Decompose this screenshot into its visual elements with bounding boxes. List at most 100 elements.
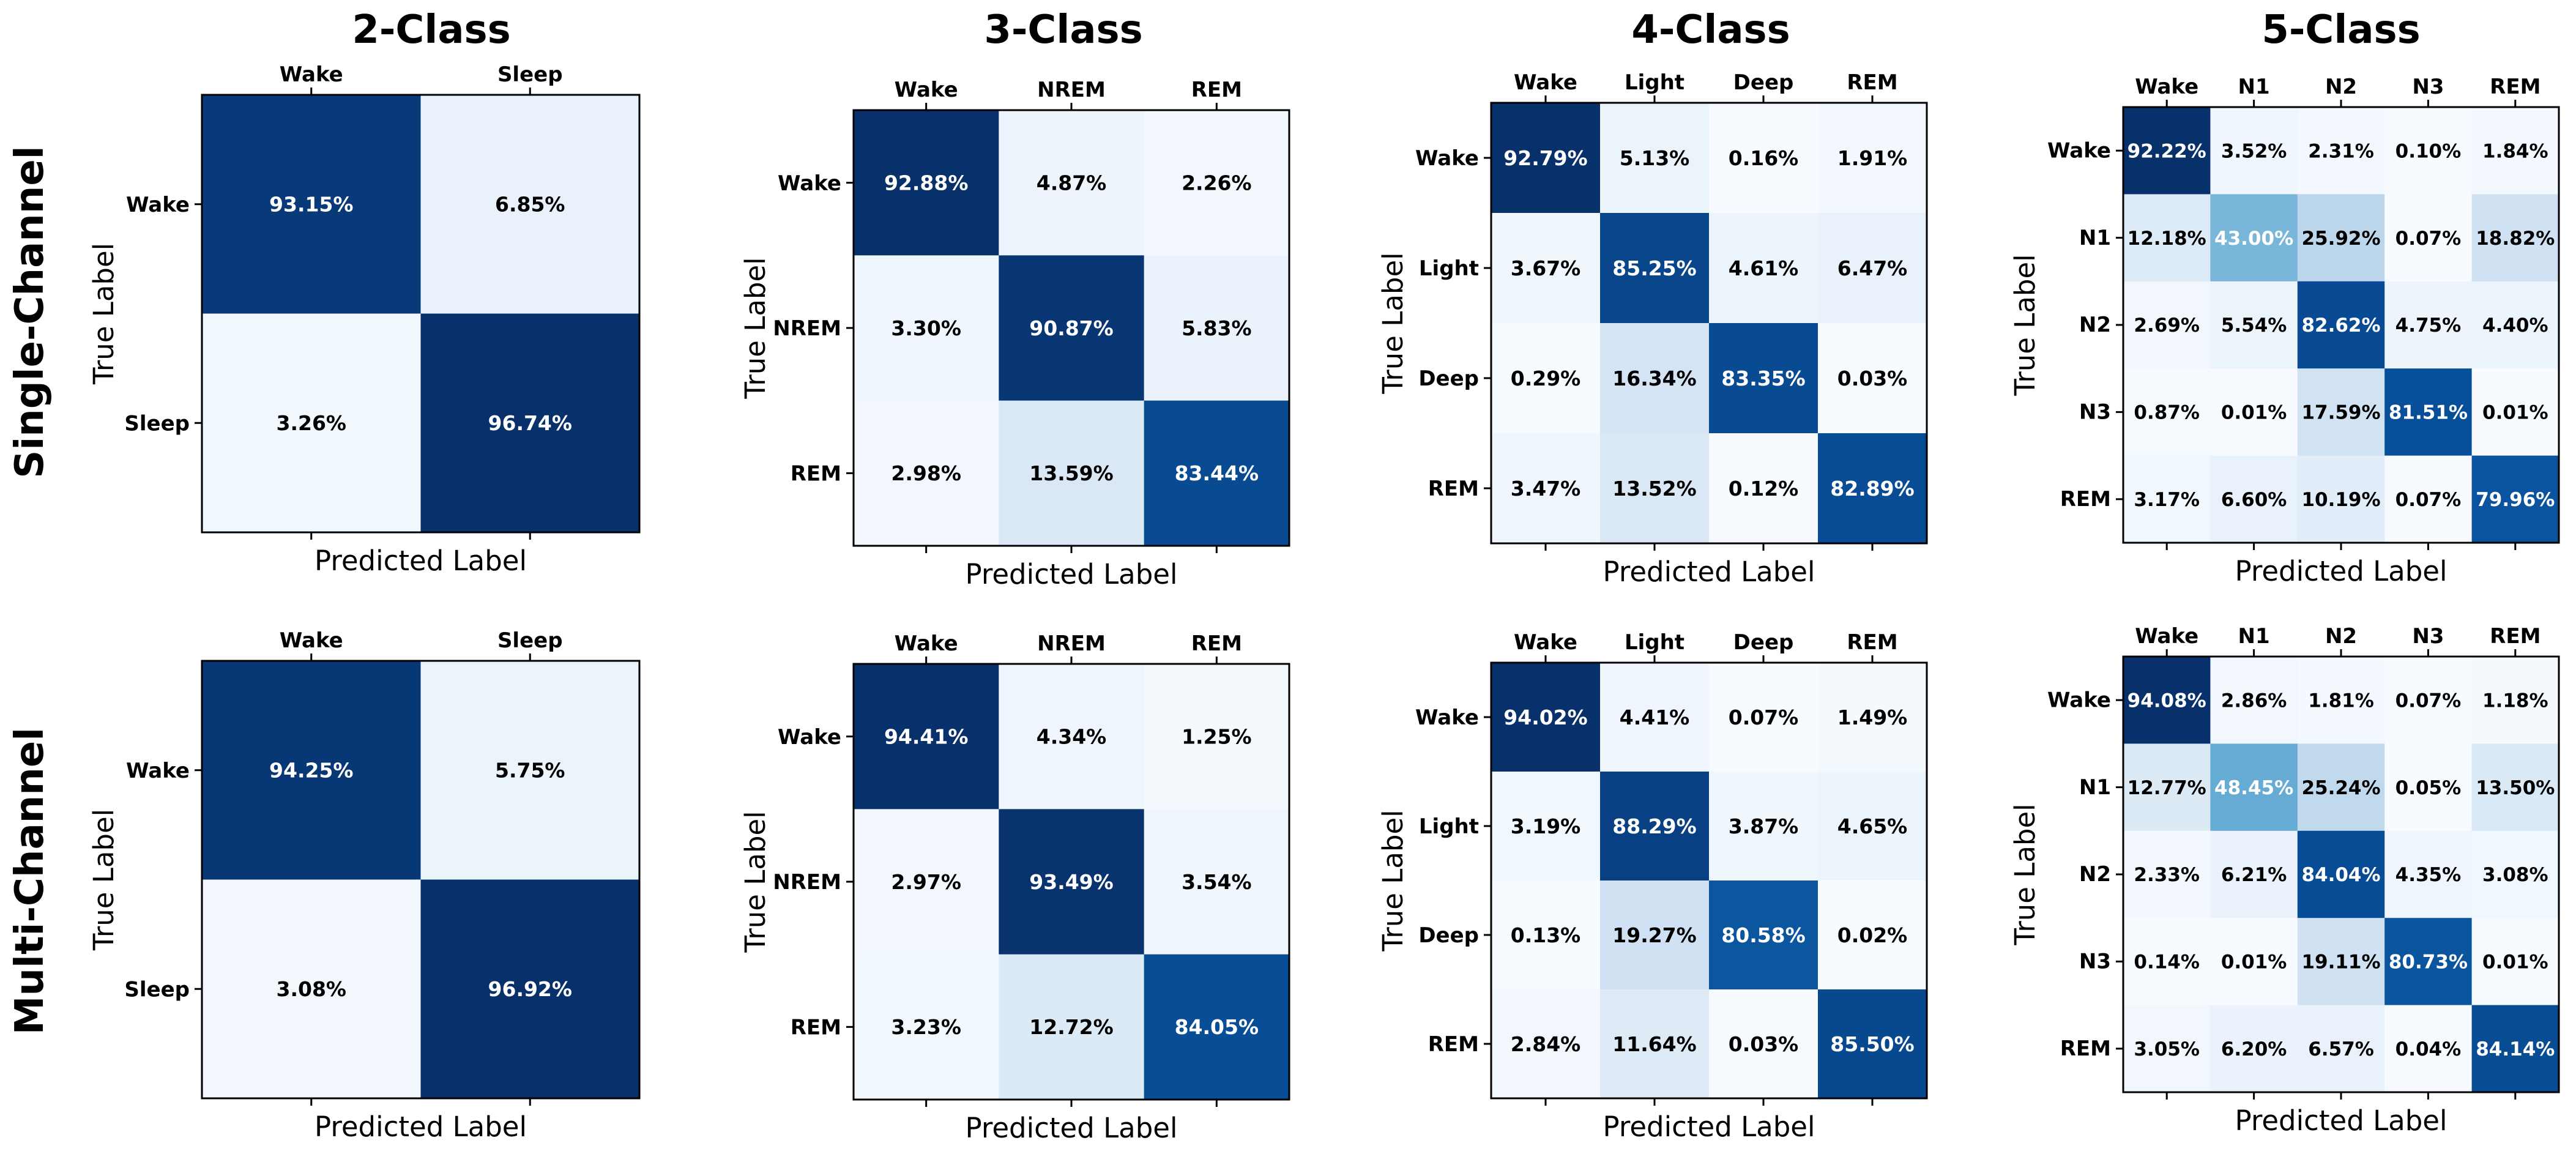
cell-value-multi-3class-r1-c2: 3.54% [1182,870,1252,894]
col-tick-label-single-3class-2: REM [1191,78,1242,102]
cell-multi-4class-r2-c1 [1600,880,1710,990]
cell-multi-4class-r1-c3 [1818,772,1927,881]
row-tick-label-multi-4class-2: Deep [1418,923,1479,948]
cell-value-single-3class-r0-c1: 4.87% [1037,171,1107,195]
confusion-matrix-single-4class: 92.79% 5.13% 0.16% 1.91% 3.67% 85.25% 4.61% 6.4… [1377,70,1928,588]
row-tick-label-single-5class-4: REM [2060,487,2111,512]
x-axis-label-single-5class: Predicted Label [2235,555,2448,587]
cell-value-multi-5class-r0-c2: 1.81% [2308,690,2374,712]
cell-multi-4class-r3-c0 [1491,989,1601,1099]
cell-value-single-4class-r0-c0: 92.79% [1503,146,1587,170]
cell-single-5class-r0-c0 [2123,107,2211,195]
cell-value-multi-4class-r1-c3: 4.65% [1837,814,1908,838]
cell-value-single-5class-r2-c3: 4.75% [2395,315,2462,337]
y-axis-label-multi-3class: True Label [739,811,772,953]
cell-value-single-4class-r3-c3: 82.89% [1830,477,1914,501]
row-tick-label-single-5class-2: N2 [2079,313,2111,337]
column-title-5class: 5-Class [2261,7,2420,53]
cell-value-multi-3class-r1-c0: 2.97% [891,870,961,894]
cell-multi-4class-r1-c1 [1600,772,1710,881]
cell-single-4class-r3-c1 [1600,433,1710,544]
cell-value-multi-5class-r2-c3: 4.35% [2395,864,2462,886]
cell-value-multi-3class-r0-c0: 94.41% [884,725,968,749]
cell-value-multi-3class-r2-c1: 12.72% [1029,1015,1113,1039]
cell-value-multi-3class-r0-c2: 1.25% [1182,725,1252,749]
cell-multi-5class-r3-c3 [2384,918,2473,1006]
cell-value-single-4class-r0-c1: 5.13% [1620,146,1690,170]
cell-single-5class-r0-c1 [2210,107,2298,195]
cell-value-multi-4class-r0-c2: 0.07% [1729,705,1799,729]
cell-multi-3class-r1-c0 [854,809,999,955]
x-axis-label-single-4class: Predicted Label [1603,556,1815,588]
cell-value-single-5class-r3-c2: 17.59% [2301,402,2380,424]
row-tick-label-multi-4class-3: REM [1428,1032,1479,1057]
row-tick-label-multi-5class-3: N3 [2079,950,2111,974]
cell-multi-4class-r2-c0 [1491,880,1601,990]
cell-single-5class-r2-c2 [2297,281,2385,369]
cell-value-single-4class-r3-c2: 0.12% [1729,477,1799,501]
cell-value-single-5class-r4-c4: 79.96% [2476,489,2555,511]
cell-value-single-5class-r4-c0: 3.17% [2134,489,2200,511]
cell-single-4class-r1-c2 [1709,213,1818,324]
cell-multi-3class-r1-c2 [1144,809,1290,955]
cell-single-5class-r1-c1 [2210,194,2298,282]
cell-value-multi-5class-r3-c4: 0.01% [2482,951,2548,973]
row-tick-label-multi-2class-1: Sleep [124,977,190,1002]
cell-multi-3class-r2-c2 [1144,954,1290,1100]
confusion-matrix-multi-3class: 94.41% 4.34% 1.25% 2.97% 93.49% 3.54% 3.23% 12.… [739,631,1290,1144]
cell-single-4class-r0-c3 [1818,103,1927,214]
col-tick-label-multi-2class-1: Sleep [497,628,563,653]
cell-single-3class-r0-c0 [854,110,999,256]
cell-single-3class-r0-c1 [999,110,1145,256]
col-tick-label-multi-4class-3: REM [1847,630,1897,655]
col-tick-label-single-5class-0: Wake [2135,75,2198,99]
cell-value-single-4class-r1-c3: 6.47% [1837,256,1908,280]
row-tick-label-multi-4class-1: Light [1419,814,1479,839]
confusion-matrix-single-3class: 92.88% 4.87% 2.26% 3.30% 90.87% 5.83% 2.98% 13.… [739,78,1290,590]
cell-single-5class-r1-c2 [2297,194,2385,282]
cell-value-multi-5class-r1-c3: 0.05% [2395,777,2462,799]
cell-value-single-5class-r4-c1: 6.60% [2221,489,2287,511]
column-title-3class: 3-Class [984,7,1142,53]
cell-value-single-5class-r0-c1: 3.52% [2221,140,2287,162]
cell-multi-4class-r0-c0 [1491,663,1601,772]
cell-single-4class-r2-c2 [1709,323,1818,434]
cell-value-single-5class-r0-c0: 92.22% [2127,140,2206,162]
cell-value-single-4class-r3-c1: 13.52% [1612,477,1696,501]
x-axis-label-multi-5class: Predicted Label [2235,1104,2448,1137]
x-axis-label-single-2class: Predicted Label [315,545,527,577]
cell-value-single-5class-r1-c4: 18.82% [2476,228,2555,250]
cell-single-5class-r4-c4 [2471,455,2559,543]
col-tick-label-single-4class-2: Deep [1733,70,1794,95]
row-tick-label-single-3class-2: REM [791,462,841,486]
cell-value-multi-4class-r0-c3: 1.49% [1837,705,1908,729]
cell-value-single-5class-r0-c3: 0.10% [2395,140,2462,162]
cell-multi-4class-r3-c1 [1600,989,1710,1099]
cell-value-multi-4class-r3-c1: 11.64% [1612,1032,1696,1056]
cell-value-single-5class-r3-c3: 81.51% [2389,402,2468,424]
confusion-matrix-multi-5class: 94.08% 2.86% 1.81% 0.07% 1.18% 12.77% 48.45% 25… [2009,624,2560,1137]
cell-multi-5class-r4-c4 [2471,1005,2559,1093]
cell-single-5class-r4-c1 [2210,455,2298,543]
cell-multi-2class-r1-c0 [202,879,421,1099]
cell-single-5class-r0-c2 [2297,107,2385,195]
cell-value-multi-5class-r0-c3: 0.07% [2395,690,2462,712]
cell-value-multi-5class-r3-c3: 80.73% [2389,951,2468,973]
cell-multi-4class-r2-c2 [1709,880,1818,990]
cell-single-5class-r0-c3 [2384,107,2473,195]
col-tick-label-multi-3class-1: NREM [1037,631,1106,656]
cell-single-4class-r1-c0 [1491,213,1601,324]
cell-multi-5class-r0-c4 [2471,657,2559,744]
cell-single-4class-r3-c0 [1491,433,1601,544]
cell-single-5class-r3-c2 [2297,368,2385,456]
cell-multi-5class-r3-c4 [2471,918,2559,1006]
cell-single-5class-r1-c4 [2471,194,2559,282]
cell-value-single-5class-r3-c4: 0.01% [2482,402,2548,424]
cell-multi-4class-r2-c3 [1818,880,1927,990]
cell-value-multi-5class-r4-c1: 6.20% [2221,1038,2287,1060]
cell-value-single-5class-r2-c2: 82.62% [2301,315,2380,337]
cell-single-4class-r3-c2 [1709,433,1818,544]
cell-multi-5class-r2-c4 [2471,830,2559,918]
cell-single-3class-r2-c2 [1144,400,1290,546]
row-tick-label-single-2class-1: Sleep [124,411,190,436]
